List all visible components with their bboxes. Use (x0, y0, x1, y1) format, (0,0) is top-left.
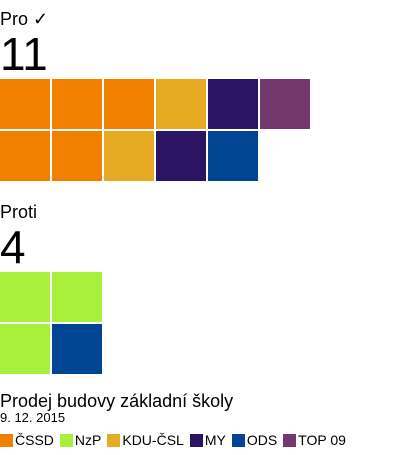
waffle-cell (104, 131, 154, 181)
legend-label: ČSSD (15, 432, 54, 448)
legend-item: NzP (59, 431, 102, 449)
legend-item: KDU-ČSL (107, 431, 184, 449)
waffle-cell (52, 324, 102, 374)
group-count: 11 (0, 28, 48, 80)
legend-label: ODS (246, 432, 278, 448)
legend-item: ODS (231, 431, 278, 449)
legend-item: ČSSD (0, 431, 54, 449)
group-title: Proti (0, 202, 38, 222)
group-title: Pro ✓ (0, 9, 49, 29)
vote-title: Prodej budovy základní školy (0, 391, 234, 411)
group-proti: Proti 4 (0, 202, 102, 374)
legend-label: KDU-ČSL (122, 432, 184, 448)
legend-label: NzP (74, 432, 102, 448)
legend-swatch (283, 433, 297, 447)
legend-label: TOP 09 (298, 432, 346, 448)
waffle-cell (0, 79, 50, 129)
waffle-cell (156, 131, 206, 181)
legend-label: MY (204, 432, 226, 448)
legend-item: MY (189, 431, 226, 449)
waffle-cell (52, 131, 102, 181)
waffle-cell (0, 131, 50, 181)
legend: ČSSD NzP KDU-ČSL MY ODS TOP 09 (0, 431, 346, 449)
waffle-cell (0, 324, 50, 374)
legend-swatch (107, 433, 121, 447)
waffle-cell (52, 272, 102, 322)
waffle-cell (52, 79, 102, 129)
legend-swatch (0, 433, 13, 447)
waffle-cell (0, 272, 50, 322)
group-pro: Pro ✓ 11 (0, 9, 310, 181)
legend-swatch (231, 433, 245, 447)
waffle-cell (156, 79, 206, 129)
waffle-cell (260, 79, 310, 129)
waffle-cell (208, 79, 258, 129)
waffle-grid (0, 272, 102, 374)
group-count: 4 (0, 221, 26, 273)
legend-swatch (59, 433, 73, 447)
legend-swatch (189, 433, 203, 447)
vote-date: 9. 12. 2015 (0, 410, 66, 425)
waffle-grid (0, 79, 310, 181)
waffle-cell (104, 79, 154, 129)
waffle-cell (208, 131, 258, 181)
legend-item: TOP 09 (283, 431, 346, 449)
vote-info: Prodej budovy základní školy 9. 12. 2015 (0, 391, 403, 425)
